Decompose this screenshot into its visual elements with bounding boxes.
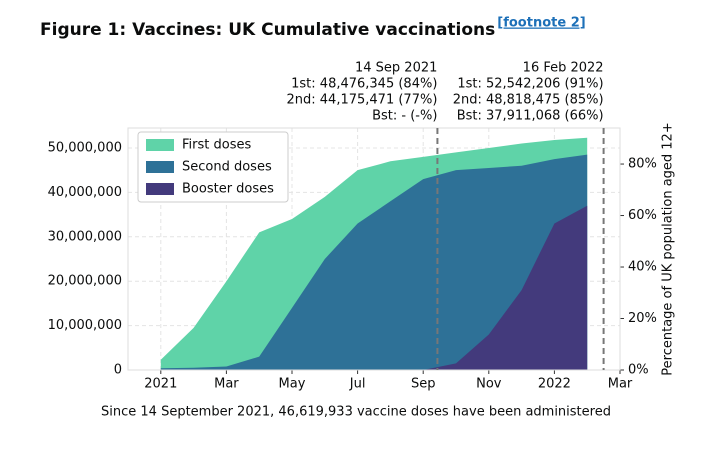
area [160,154,588,370]
annotation-text: 1st: 48,476,345 (84%) [291,77,437,92]
legend-swatch [146,183,174,195]
y2-axis-label: Percentage of UK population aged 12+ [661,122,676,375]
legend-box [137,131,289,203]
annotation-text: 14 Sep 2021 [355,61,437,76]
y2-tick-label: 80% [628,157,657,172]
annotation-text: 1st: 52,542,206 (91%) [457,77,603,92]
chart-title: Figure 1: Vaccines: UK Cumulative vaccin… [40,20,495,40]
x-tick-label: 2021 [144,377,177,392]
x-tick-label: Mar [608,377,633,392]
y2-tick-label: 60% [628,208,657,223]
y-tick-label: 40,000,000 [48,185,122,200]
y-tick-label: 20,000,000 [48,274,122,289]
y-tick-label: 10,000,000 [48,318,122,333]
annotation-text: 2nd: 48,818,475 (85%) [453,93,604,108]
caption: Since 14 September 2021, 46,619,933 vacc… [101,405,611,420]
annotation-text: 2nd: 44,175,471 (77%) [287,93,438,108]
annotation-text: Bst: - (-%) [372,109,437,124]
y2-tick-label: 20% [628,311,657,326]
legend-label: First doses [182,138,251,153]
annotation-text: Bst: 37,911,068 (66%) [457,109,604,124]
x-tick-label: Sep [411,377,436,392]
footnote-link[interactable]: [footnote 2] [497,16,585,31]
legend-swatch [146,139,174,151]
x-tick-label: Mar [214,377,239,392]
area [423,205,588,370]
legend-swatch [146,161,174,173]
y-tick-label: 30,000,000 [48,229,122,244]
x-tick-label: 2022 [538,377,571,392]
legend-label: Second doses [182,160,272,175]
x-tick-label: May [279,377,306,392]
y2-tick-label: 40% [628,260,657,275]
legend-label: Booster doses [182,182,274,197]
x-tick-label: Jul [349,377,366,392]
y-tick-label: 50,000,000 [48,140,122,155]
y2-tick-label: 0% [628,363,649,378]
plot-frame [127,127,621,371]
annotation-text: 16 Feb 2022 [523,61,604,76]
y-tick-label: 0 [114,363,122,378]
x-tick-label: Nov [476,377,502,392]
